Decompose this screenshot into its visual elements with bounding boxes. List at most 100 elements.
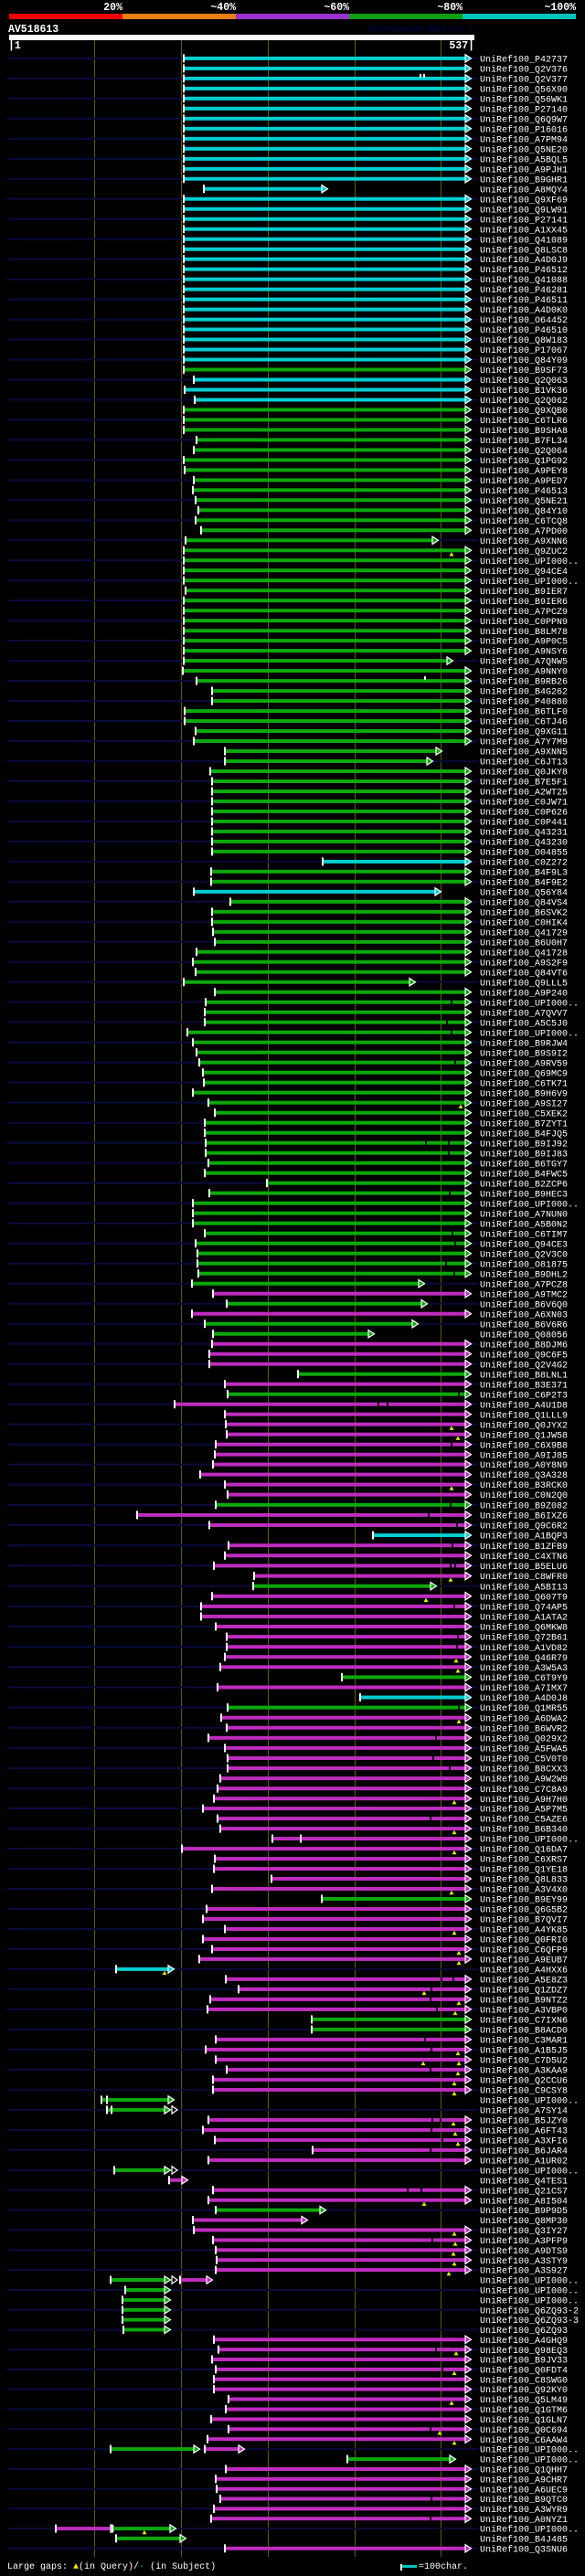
svg-text:UniRef100_A9PED7: UniRef100_A9PED7 bbox=[480, 476, 568, 487]
svg-text:UniRef100_A4YK85: UniRef100_A4YK85 bbox=[480, 1925, 568, 1936]
svg-text:UniRef100_Q0C694: UniRef100_Q0C694 bbox=[480, 2425, 568, 2436]
svg-text:UniRef100_Q2V3C0: UniRef100_Q2V3C0 bbox=[480, 1249, 568, 1260]
svg-text:UniRef100_Q56WK1: UniRef100_Q56WK1 bbox=[480, 94, 568, 105]
svg-text:UniRef100_A4D0J9: UniRef100_A4D0J9 bbox=[480, 255, 568, 266]
svg-text:UniRef100_Q0FRI0: UniRef100_Q0FRI0 bbox=[480, 1935, 568, 1946]
svg-text:UniRef100_P46512: UniRef100_P46512 bbox=[480, 265, 568, 276]
svg-text:UniRef100_B8DJM6: UniRef100_B8DJM6 bbox=[480, 1340, 568, 1351]
svg-text:UniRef100_B9JV33: UniRef100_B9JV33 bbox=[480, 2356, 568, 2367]
svg-text:UniRef100_Q6ZQ93-2: UniRef100_Q6ZQ93-2 bbox=[480, 2306, 579, 2316]
svg-text:UniRef100_A1BQP3: UniRef100_A1BQP3 bbox=[480, 1532, 568, 1542]
svg-text:UniRef100_C6T9Y9: UniRef100_C6T9Y9 bbox=[480, 1673, 568, 1684]
svg-text:UniRef100_B5ELU6: UniRef100_B5ELU6 bbox=[480, 1562, 568, 1573]
svg-text:UniRef100_Q41088: UniRef100_Q41088 bbox=[480, 275, 568, 286]
svg-text:UniRef100_Q9C6F5: UniRef100_Q9C6F5 bbox=[480, 1350, 568, 1361]
svg-text:UniRef100_A7QNW5: UniRef100_A7QNW5 bbox=[480, 657, 568, 668]
svg-text:UniRef100_UPI000..: UniRef100_UPI000.. bbox=[480, 577, 579, 588]
svg-text:UniRef100_Q84Y10: UniRef100_Q84Y10 bbox=[480, 506, 568, 517]
svg-text:UniRef100_Q5NE20: UniRef100_Q5NE20 bbox=[480, 144, 568, 155]
svg-text:UniRef100_P27141: UniRef100_P27141 bbox=[480, 215, 568, 226]
svg-text:UniRef100_Q41728: UniRef100_Q41728 bbox=[480, 948, 568, 959]
svg-text:UniRef100_C6TJ46: UniRef100_C6TJ46 bbox=[480, 717, 568, 728]
svg-text:UniRef100_A4GHQ9: UniRef100_A4GHQ9 bbox=[480, 2336, 568, 2347]
svg-text:UniRef100_C6XRS7: UniRef100_C6XRS7 bbox=[480, 1855, 568, 1866]
svg-text:UniRef100_UPI000..: UniRef100_UPI000.. bbox=[480, 1835, 579, 1846]
svg-text:UniRef100_C0P441: UniRef100_C0P441 bbox=[480, 818, 568, 829]
svg-text:UniRef100_B9S9I2: UniRef100_B9S9I2 bbox=[480, 1048, 568, 1059]
svg-text:UniRef100_A9H7H0: UniRef100_A9H7H0 bbox=[480, 1795, 568, 1806]
svg-text:UniRef100_A9DTS9: UniRef100_A9DTS9 bbox=[480, 2246, 568, 2257]
svg-text:UniRef100_B2ZCP6: UniRef100_B2ZCP6 bbox=[480, 1179, 568, 1190]
svg-text:UniRef100_UPI000..: UniRef100_UPI000.. bbox=[480, 2167, 579, 2178]
svg-text:UniRef100_B6V6Q0: UniRef100_B6V6Q0 bbox=[480, 1299, 568, 1310]
svg-text:UniRef100_C6TCQ8: UniRef100_C6TCQ8 bbox=[480, 516, 568, 527]
svg-text:UniRef100_B9Z082: UniRef100_B9Z082 bbox=[480, 1500, 568, 1511]
svg-text:UniRef100_A7IMX7: UniRef100_A7IMX7 bbox=[480, 1683, 568, 1694]
svg-text:UniRef100_Q4TES1: UniRef100_Q4TES1 bbox=[480, 2176, 568, 2187]
svg-text:UniRef100_A9RV59: UniRef100_A9RV59 bbox=[480, 1058, 568, 1069]
svg-text:UniRef100_Q1GLN7: UniRef100_Q1GLN7 bbox=[480, 2415, 568, 2426]
svg-text:UniRef100_Q72B61: UniRef100_Q72B61 bbox=[480, 1633, 568, 1644]
svg-text:UniRef100_A1XX45: UniRef100_A1XX45 bbox=[480, 225, 568, 236]
svg-text:UniRef100_UPI000..: UniRef100_UPI000.. bbox=[480, 1199, 579, 1210]
svg-text:UniRef100_Q43230: UniRef100_Q43230 bbox=[480, 838, 568, 849]
svg-text:UniRef100_Q1JW58: UniRef100_Q1JW58 bbox=[480, 1430, 568, 1441]
svg-text:UniRef100_Q2CCU6: UniRef100_Q2CCU6 bbox=[480, 2076, 568, 2087]
svg-text:UniRef100_Q029X2: UniRef100_Q029X2 bbox=[480, 1733, 568, 1744]
svg-text:UniRef100_Q8LSC8: UniRef100_Q8LSC8 bbox=[480, 245, 568, 256]
svg-text:UniRef100_B6IXZ6: UniRef100_B6IXZ6 bbox=[480, 1511, 568, 1522]
svg-text:UniRef100_C8WFR0: UniRef100_C8WFR0 bbox=[480, 1572, 568, 1583]
svg-text:Large gaps: ▲(in Query)/- (in: Large gaps: ▲(in Query)/- (in Subject) bbox=[7, 2561, 216, 2572]
svg-text:UniRef100_A9XNN5: UniRef100_A9XNN5 bbox=[480, 747, 568, 758]
svg-text:UniRef100_Q1YE18: UniRef100_Q1YE18 bbox=[480, 1865, 568, 1876]
svg-text:UniRef100_C0JW71: UniRef100_C0JW71 bbox=[480, 798, 568, 809]
svg-text:UniRef100_B8ACD0: UniRef100_B8ACD0 bbox=[480, 2026, 568, 2037]
svg-text:UniRef100_B9RB26: UniRef100_B9RB26 bbox=[480, 677, 568, 688]
svg-text:UniRef100_Q3A328: UniRef100_Q3A328 bbox=[480, 1470, 568, 1481]
svg-text:UniRef100_C0P626: UniRef100_C0P626 bbox=[480, 808, 568, 819]
svg-text:UniRef100_Q8L833: UniRef100_Q8L833 bbox=[480, 1875, 568, 1886]
svg-text:UniRef100_A9SI27: UniRef100_A9SI27 bbox=[480, 1098, 568, 1109]
svg-text:UniRef100_C0PPN9: UniRef100_C0PPN9 bbox=[480, 617, 568, 628]
svg-text:UniRef100_UPI000..: UniRef100_UPI000.. bbox=[480, 2445, 579, 2456]
svg-text:UniRef100_B8CXX3: UniRef100_B8CXX3 bbox=[480, 1765, 568, 1776]
svg-text:UniRef100_P40880: UniRef100_P40880 bbox=[480, 697, 568, 708]
svg-text:UniRef100_C0N2Q0: UniRef100_C0N2Q0 bbox=[480, 1490, 568, 1501]
svg-text:UniRef100_A1B5J5: UniRef100_A1B5J5 bbox=[480, 2046, 568, 2057]
svg-text:UniRef100_Q94CE3: UniRef100_Q94CE3 bbox=[480, 1239, 568, 1250]
svg-text:UniRef100_A2WT25: UniRef100_A2WT25 bbox=[480, 788, 568, 799]
svg-text:UniRef100_B9SF73: UniRef100_B9SF73 bbox=[480, 366, 568, 376]
svg-text:UniRef100_A0Y8N9: UniRef100_A0Y8N9 bbox=[480, 1460, 568, 1471]
svg-text:UniRef100_Q21CS7: UniRef100_Q21CS7 bbox=[480, 2186, 568, 2197]
svg-text:UniRef100_A9NSY6: UniRef100_A9NSY6 bbox=[480, 647, 568, 658]
svg-text:UniRef100_A9XNN6: UniRef100_A9XNN6 bbox=[480, 536, 568, 547]
svg-text:UniRef100_Q2Q062: UniRef100_Q2Q062 bbox=[480, 396, 568, 407]
svg-text:UniRef100_A3WYR9: UniRef100_A3WYR9 bbox=[480, 2505, 568, 2516]
svg-text:~100%: ~100% bbox=[544, 2, 576, 14]
svg-text:UniRef100_Q46R79: UniRef100_Q46R79 bbox=[480, 1653, 568, 1664]
svg-text:UniRef100_P27140: UniRef100_P27140 bbox=[480, 104, 568, 115]
svg-text:UniRef100_Q2V376: UniRef100_Q2V376 bbox=[480, 65, 568, 76]
svg-text:UniRef100_Q6ZQ93: UniRef100_Q6ZQ93 bbox=[480, 2326, 568, 2337]
svg-text:UniRef100_A8MQY4: UniRef100_A8MQY4 bbox=[480, 185, 568, 196]
svg-text:UniRef100_B9HEC3: UniRef100_B9HEC3 bbox=[480, 1189, 568, 1200]
svg-text:UniRef100_C4XTN6: UniRef100_C4XTN6 bbox=[480, 1552, 568, 1563]
svg-text:UniRef100_B8LNL1: UniRef100_B8LNL1 bbox=[480, 1370, 568, 1381]
svg-text:UniRef100_B4J485: UniRef100_B4J485 bbox=[480, 2535, 568, 2546]
svg-text:UniRef100_Q92KY0: UniRef100_Q92KY0 bbox=[480, 2385, 568, 2396]
svg-text:UniRef100_B7QVI7: UniRef100_B7QVI7 bbox=[480, 1915, 568, 1926]
svg-text:UniRef100_Q6MKW8: UniRef100_Q6MKW8 bbox=[480, 1623, 568, 1634]
svg-text:UniRef100_Q43231: UniRef100_Q43231 bbox=[480, 828, 568, 839]
svg-text:UniRef100_Q41089: UniRef100_Q41089 bbox=[480, 235, 568, 246]
svg-text:UniRef100_Q08056: UniRef100_Q08056 bbox=[480, 1330, 568, 1341]
svg-text:UniRef100_Q84Y09: UniRef100_Q84Y09 bbox=[480, 355, 568, 366]
svg-text:UniRef100_A5FWA5: UniRef100_A5FWA5 bbox=[480, 1744, 568, 1755]
svg-text:UniRef100_A5C5J0: UniRef100_A5C5J0 bbox=[480, 1018, 568, 1029]
svg-text:UniRef100_Q9LLL5: UniRef100_Q9LLL5 bbox=[480, 978, 568, 989]
svg-text:UniRef100_A7PCZ8: UniRef100_A7PCZ8 bbox=[480, 1279, 568, 1290]
svg-text:UniRef100_B9IJ83: UniRef100_B9IJ83 bbox=[480, 1149, 568, 1160]
svg-text:UniRef100_A9IJ85: UniRef100_A9IJ85 bbox=[480, 1450, 568, 1461]
svg-text:UniRef100_B4G262: UniRef100_B4G262 bbox=[480, 687, 568, 698]
svg-text:UniRef100_Q8W183: UniRef100_Q8W183 bbox=[480, 335, 568, 346]
svg-text:UniRef100_A6XN03: UniRef100_A6XN03 bbox=[480, 1309, 568, 1320]
